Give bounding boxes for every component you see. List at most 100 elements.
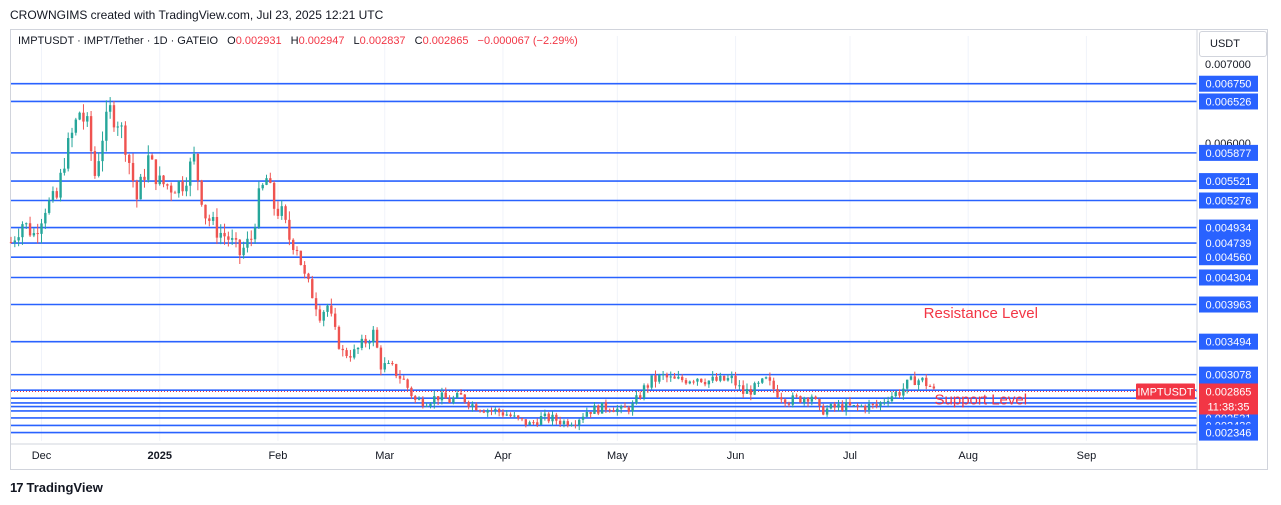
level-price-tag: [1199, 296, 1258, 313]
candle-body: [589, 411, 592, 414]
candle-body: [612, 410, 615, 413]
candle-body: [276, 208, 280, 216]
candle-body: [383, 363, 386, 370]
candle-body: [391, 363, 394, 365]
grid-lines: [41, 36, 1087, 441]
candle-body: [59, 172, 62, 198]
candle-body: [166, 184, 169, 186]
candle-body: [55, 191, 58, 198]
candle-body: [223, 232, 226, 237]
high-value: 0.002947: [298, 35, 345, 47]
candle-body: [250, 238, 253, 240]
candle-body: [574, 424, 577, 426]
candle-body: [509, 414, 512, 417]
candle-body: [627, 407, 630, 412]
candle-body: [532, 422, 535, 424]
candle-body: [696, 378, 699, 382]
level-price-tag: [1199, 249, 1258, 266]
candle-body: [303, 264, 306, 274]
candle-body: [257, 188, 261, 228]
candle-body: [253, 227, 257, 240]
candle-body: [295, 249, 299, 251]
candle-body: [387, 363, 390, 365]
candle-body: [158, 175, 161, 185]
candle-body: [478, 410, 482, 412]
candle-body: [513, 415, 516, 417]
chart-frame: [10, 29, 1268, 470]
level-price-label: 0.005521: [1206, 176, 1252, 188]
candle-body: [349, 356, 352, 358]
candle-body: [74, 119, 78, 133]
candle-body: [562, 421, 566, 425]
candle-body: [162, 175, 165, 185]
candle-body: [539, 416, 543, 425]
candle-body: [734, 375, 737, 386]
candle-body: [852, 405, 855, 407]
candle-body: [131, 162, 135, 182]
x-tick-label: Feb: [268, 450, 287, 462]
axes: Dec 2025 Feb Mar Apr May Jun Jul Aug Sep 0.007000 0…: [10, 29, 1258, 470]
level-price-label: 0.003963: [1206, 300, 1252, 312]
currency-unit-button[interactable]: USDT: [1199, 31, 1267, 57]
candle-body: [341, 348, 344, 351]
candle-body: [417, 398, 421, 400]
candle-body: [925, 377, 928, 387]
x-tick-label: Aug: [958, 450, 978, 462]
candle-body: [772, 380, 775, 390]
candle-body: [715, 376, 718, 381]
candle-body: [120, 125, 123, 127]
candle-body: [173, 192, 177, 194]
candle-body: [669, 376, 672, 378]
candle-body: [89, 116, 93, 152]
candle-body: [604, 402, 608, 410]
candle-body: [185, 185, 188, 192]
candle-body: [890, 396, 894, 402]
candle-body: [837, 404, 840, 408]
candle-body: [234, 238, 238, 240]
level-price-label: 0.006750: [1206, 79, 1252, 91]
horizontal-levels: [11, 82, 1197, 434]
candle-body: [722, 375, 726, 381]
candle-body: [63, 168, 66, 173]
candle-body: [650, 375, 653, 388]
candle-body: [307, 273, 310, 280]
candle-body: [139, 176, 142, 200]
last-price-label: 0.002865: [1206, 386, 1252, 398]
level-price-tag: [1199, 219, 1258, 236]
candle-body: [913, 376, 917, 386]
candle-body: [864, 405, 867, 410]
candle-body: [543, 413, 547, 417]
candle-body: [745, 389, 749, 394]
high-label: H: [290, 35, 299, 47]
candle-body: [898, 392, 901, 396]
level-price-label: 0.004304: [1206, 272, 1252, 284]
candle-body: [192, 153, 196, 162]
candle-body: [429, 403, 432, 407]
candle-body: [703, 382, 707, 385]
candle-body: [135, 181, 139, 200]
candle-body: [337, 326, 341, 349]
candle-body: [40, 223, 43, 234]
candle-body: [780, 397, 783, 400]
candle-body: [894, 392, 897, 397]
candle-body: [776, 389, 779, 398]
candle-body: [806, 398, 810, 402]
candle-body: [581, 416, 585, 420]
candle-body: [116, 126, 119, 128]
level-price-tag: [1199, 424, 1258, 441]
candle-body: [787, 403, 791, 405]
candle-body: [680, 376, 684, 381]
candle-body: [497, 409, 501, 413]
candle-body: [761, 378, 764, 383]
level-price-tag: [1199, 366, 1258, 383]
symbol-label[interactable]: IMPTUSDT · IMPT/Tether · 1D · GATEIO: [18, 35, 219, 47]
level-price-label: 0.005276: [1206, 195, 1252, 207]
candle-body: [444, 392, 447, 399]
candle-body: [928, 386, 932, 388]
candle-body: [822, 405, 825, 415]
brand-label: TradingView: [26, 480, 103, 495]
candle-body: [860, 405, 863, 407]
candle-body: [82, 112, 85, 122]
candle-body: [753, 383, 756, 395]
